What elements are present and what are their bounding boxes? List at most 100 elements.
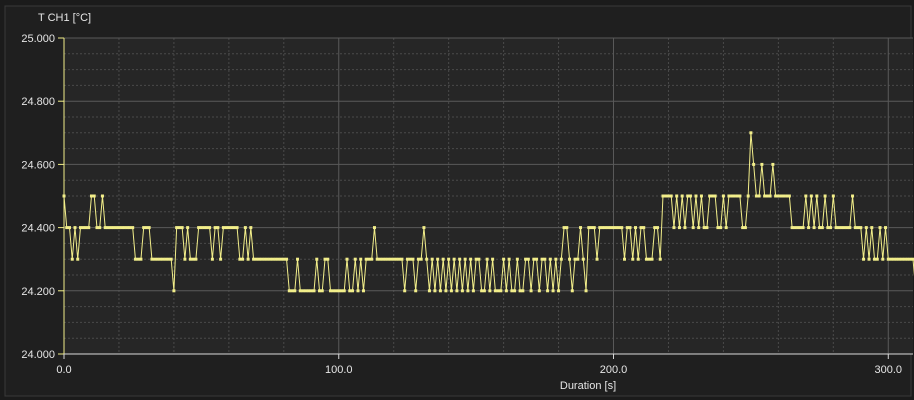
data-point bbox=[513, 289, 517, 293]
data-point bbox=[606, 226, 610, 230]
data-point bbox=[620, 226, 624, 230]
data-point bbox=[554, 257, 558, 261]
data-point bbox=[570, 289, 574, 293]
data-point bbox=[507, 257, 511, 261]
data-point bbox=[669, 194, 673, 198]
data-point bbox=[721, 194, 725, 198]
data-point bbox=[205, 226, 209, 230]
data-point bbox=[829, 226, 833, 230]
data-point bbox=[158, 257, 162, 261]
data-point bbox=[348, 289, 352, 293]
x-tick-label: 300.0 bbox=[875, 364, 903, 376]
data-point bbox=[268, 257, 272, 261]
x-tick-label: 0.0 bbox=[56, 364, 71, 376]
data-point bbox=[309, 289, 313, 293]
data-point bbox=[790, 226, 794, 230]
data-point bbox=[851, 194, 855, 198]
data-point bbox=[510, 289, 514, 293]
data-point bbox=[191, 257, 195, 261]
data-point bbox=[194, 257, 198, 261]
data-point bbox=[559, 257, 563, 261]
data-point bbox=[727, 194, 731, 198]
data-point bbox=[326, 257, 330, 261]
data-point bbox=[628, 226, 632, 230]
data-point bbox=[911, 257, 914, 261]
data-point bbox=[422, 226, 426, 230]
data-point bbox=[546, 289, 550, 293]
data-point bbox=[908, 257, 912, 261]
data-point bbox=[285, 257, 289, 261]
data-point bbox=[738, 194, 742, 198]
data-point bbox=[906, 257, 909, 261]
data-point bbox=[889, 257, 893, 261]
data-point bbox=[856, 226, 860, 230]
data-point bbox=[562, 226, 566, 230]
data-point bbox=[644, 257, 648, 261]
data-point bbox=[587, 226, 591, 230]
data-point bbox=[601, 226, 605, 230]
axes bbox=[58, 37, 913, 359]
data-points bbox=[62, 131, 914, 293]
data-point bbox=[213, 226, 217, 230]
data-point bbox=[892, 257, 896, 261]
data-point bbox=[221, 226, 225, 230]
data-point bbox=[397, 257, 401, 261]
data-point bbox=[763, 194, 767, 198]
data-point bbox=[378, 257, 382, 261]
data-point bbox=[147, 226, 151, 230]
data-point bbox=[716, 226, 720, 230]
data-point bbox=[100, 194, 104, 198]
data-point bbox=[732, 194, 736, 198]
data-point bbox=[548, 257, 552, 261]
data-point bbox=[199, 226, 203, 230]
data-point bbox=[537, 289, 541, 293]
data-point bbox=[298, 289, 302, 293]
data-point bbox=[249, 226, 253, 230]
tick-labels: 24.000 24.200 24.400 24.600 24.800 25.000 0.0 1… bbox=[21, 33, 902, 376]
data-point bbox=[70, 257, 74, 261]
data-point bbox=[796, 226, 800, 230]
data-point bbox=[106, 226, 110, 230]
data-point bbox=[227, 226, 231, 230]
data-point bbox=[411, 257, 415, 261]
data-point bbox=[276, 257, 280, 261]
data-point bbox=[271, 257, 275, 261]
data-point bbox=[842, 226, 846, 230]
data-point bbox=[884, 226, 888, 230]
data-point bbox=[900, 257, 904, 261]
data-point bbox=[466, 289, 470, 293]
data-point bbox=[246, 257, 250, 261]
data-point bbox=[224, 226, 228, 230]
data-point bbox=[895, 257, 899, 261]
data-point bbox=[337, 289, 341, 293]
data-point bbox=[735, 194, 739, 198]
data-point bbox=[730, 194, 734, 198]
data-point bbox=[331, 289, 335, 293]
data-point bbox=[183, 257, 187, 261]
data-point bbox=[81, 226, 85, 230]
data-point bbox=[480, 289, 484, 293]
data-point bbox=[743, 226, 747, 230]
data-point bbox=[636, 257, 640, 261]
data-point bbox=[414, 289, 418, 293]
data-point bbox=[444, 289, 448, 293]
data-point bbox=[713, 194, 717, 198]
data-point bbox=[741, 226, 745, 230]
data-point bbox=[150, 257, 154, 261]
data-point bbox=[859, 226, 863, 230]
data-point bbox=[565, 226, 569, 230]
data-point bbox=[666, 194, 670, 198]
data-point bbox=[76, 257, 80, 261]
data-point bbox=[820, 226, 824, 230]
data-point bbox=[87, 226, 91, 230]
data-point bbox=[180, 226, 184, 230]
data-point bbox=[485, 257, 489, 261]
data-point bbox=[257, 257, 261, 261]
data-point bbox=[647, 257, 651, 261]
data-point bbox=[68, 226, 71, 230]
data-point bbox=[312, 289, 316, 293]
data-point bbox=[89, 194, 93, 198]
data-point bbox=[133, 257, 137, 261]
data-point bbox=[320, 289, 324, 293]
